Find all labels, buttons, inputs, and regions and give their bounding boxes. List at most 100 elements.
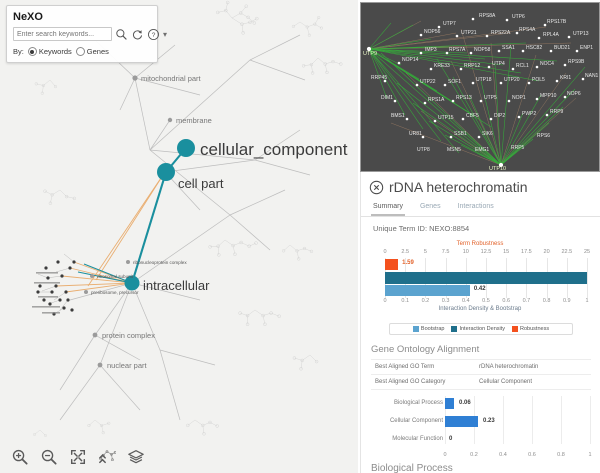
top-tick-2: 5 (423, 249, 427, 255)
radio-keywords[interactable]: Keywords (27, 47, 72, 56)
svg-text:BMS1: BMS1 (391, 113, 405, 119)
svg-text:RRP12: RRP12 (464, 63, 480, 69)
svg-text:UTP7: UTP7 (443, 21, 456, 27)
svg-text:MSN5: MSN5 (447, 147, 461, 153)
top-tick-10: 25 (583, 249, 591, 255)
svg-text:KRE33: KRE33 (434, 63, 450, 69)
radio-genes-dot (75, 47, 85, 56)
tab-interactions[interactable]: Interactions (457, 203, 494, 210)
legend-swatch-bootstrap (412, 326, 419, 332)
graph-toolbar[interactable] (0, 441, 358, 473)
svg-text:UTP22: UTP22 (420, 79, 436, 85)
tree-label-cell-part: cell part (178, 176, 224, 191)
layers-icon[interactable] (127, 448, 145, 466)
legend-label-bootstrap: Bootstrap (420, 326, 445, 332)
svg-text:RPS1A: RPS1A (428, 97, 445, 103)
search-icon[interactable] (115, 28, 128, 41)
tab-genes[interactable]: Genes (419, 203, 441, 210)
chart-bottom-axis: 0 0.1 0.2 0.3 0.4 0.5 0.6 0.7 0.8 0.9 1 (383, 298, 588, 306)
svg-text:UTP6: UTP6 (512, 14, 525, 20)
svg-text:?: ? (152, 32, 156, 39)
refresh-icon[interactable] (131, 28, 144, 41)
svg-text:RRP45: RRP45 (371, 75, 387, 81)
svg-text:POL5: POL5 (532, 77, 545, 83)
tree-label-cellular-component: cellular_component (200, 140, 348, 159)
svg-text:ENP1: ENP1 (580, 45, 593, 51)
svg-text:HSC82: HSC82 (526, 45, 542, 51)
ontology-tree-panel[interactable]: cellular_component cell part intracellul… (0, 0, 358, 473)
top-tick-5: 12.5 (480, 249, 492, 255)
svg-text:SOF1: SOF1 (448, 79, 461, 85)
term-id-label: Unique Term ID: NEXO:8854 (373, 224, 470, 233)
bar-bootstrap (385, 285, 470, 296)
search-panel[interactable]: NeXO ? ▾ By: (6, 5, 167, 63)
svg-text:SSA1: SSA1 (502, 45, 515, 51)
tree-node-preribosome (84, 290, 88, 294)
tree-label-mitochondrial-part: mitochondrial part (141, 74, 202, 83)
tree-label-rnp-complex: ribonucleoprotein complex (133, 260, 187, 265)
go-value-biological-process: 0.06 (459, 400, 471, 406)
tab-summary[interactable]: Summary (371, 201, 405, 216)
svg-text:KRI1: KRI1 (560, 75, 571, 81)
go-tick-4: 0.8 (557, 452, 565, 458)
tree-label-preribosome: preribosome, precursor (91, 290, 139, 295)
zoom-in-icon[interactable] (11, 448, 29, 466)
tree-label-protein-complex: protein complex (102, 331, 155, 340)
svg-text:DIM1: DIM1 (381, 95, 393, 101)
legend-label-interaction-density: Interaction Density (459, 326, 506, 332)
svg-text:RPS17B: RPS17B (547, 19, 567, 25)
svg-text:RRP5: RRP5 (511, 145, 525, 151)
bar-interaction-density (385, 272, 587, 284)
svg-text:UTP5: UTP5 (484, 95, 497, 101)
go-bar-cellular-component (445, 416, 479, 427)
svg-text:SIK6: SIK6 (482, 131, 493, 137)
help-icon[interactable]: ? (147, 28, 160, 41)
chart-top-axis: 0 2.5 5 7.5 10 12.5 15 17.5 20 22.5 25 (383, 249, 591, 257)
go-value-cellular-component: 0.23 (483, 418, 495, 424)
close-circle-icon[interactable] (369, 180, 384, 195)
top-tick-8: 20 (543, 249, 550, 255)
app-title: NeXO (13, 11, 43, 23)
detail-tabs[interactable]: Summary Genes Interactions (361, 197, 600, 217)
page-title: rDNA heterochromatin (389, 179, 528, 195)
svg-text:UTP20: UTP20 (504, 77, 520, 83)
fit-screen-icon[interactable] (69, 448, 87, 466)
term-detail-panel: rDNA heterochromatin Summary Genes Inter… (360, 172, 600, 473)
bot-tick-4: 0.4 (461, 298, 470, 304)
gene-interaction-network[interactable]: RPS8A UTP7 UTP6 NOP56 UTP21 RPS22A RPS4A RPS1… (360, 2, 600, 172)
go-value-molecular-function: 0 (449, 436, 453, 442)
top-tick-4: 10 (462, 249, 469, 255)
top-tick-7: 17.5 (521, 249, 532, 255)
chart-legend: Bootstrap Interaction Density Robustness (389, 323, 573, 335)
search-input[interactable] (13, 27, 112, 41)
bot-tick-2: 0.2 (421, 298, 430, 304)
go-tick-2: 0.4 (499, 452, 507, 458)
bot-tick-3: 0.3 (441, 298, 450, 304)
tree-label-ribosomal-subunit: ribosomal subunit (97, 274, 134, 279)
biological-process-heading: Biological Process (371, 463, 453, 473)
svg-text:RPL4A: RPL4A (543, 32, 560, 38)
svg-text:NOP14: NOP14 (402, 57, 419, 63)
legend-item-interaction-density: Interaction Density (451, 326, 505, 332)
chevron-down-icon[interactable]: ▾ (163, 29, 168, 39)
radio-genes[interactable]: Genes (75, 47, 109, 56)
ontology-tree-graph[interactable]: cellular_component cell part intracellul… (0, 0, 358, 473)
svg-text:RCL1: RCL1 (516, 63, 529, 69)
go-term-key: Best Aligned GO Term (375, 364, 435, 370)
top-tick-1: 2.5 (401, 249, 410, 255)
go-alignment-table: Best Aligned GO Term rDNA heterochromati… (371, 359, 591, 390)
collapse-icon[interactable] (98, 448, 116, 466)
tree-node-ribosomal-subunit (90, 274, 94, 278)
table-row: Best Aligned GO Term rDNA heterochromati… (371, 360, 591, 375)
go-tick-5: 1 (588, 452, 592, 458)
gene-network-graph[interactable]: RPS8A UTP7 UTP6 NOP56 UTP21 RPS22A RPS4A RPS1… (361, 3, 599, 171)
svg-text:IMP3: IMP3 (425, 47, 437, 53)
go-term-value: rDNA heterochromatin (479, 364, 539, 370)
radio-keywords-dot (27, 47, 37, 56)
radio-keywords-label: Keywords (38, 47, 72, 56)
zoom-out-icon[interactable] (40, 448, 58, 466)
bot-tick-6: 0.6 (502, 298, 511, 304)
svg-text:UTP8: UTP8 (417, 147, 430, 153)
go-cat-label-molecular-function: Molecular Function (392, 436, 443, 442)
chart-top-axis-title: Term Robustness (456, 241, 504, 247)
